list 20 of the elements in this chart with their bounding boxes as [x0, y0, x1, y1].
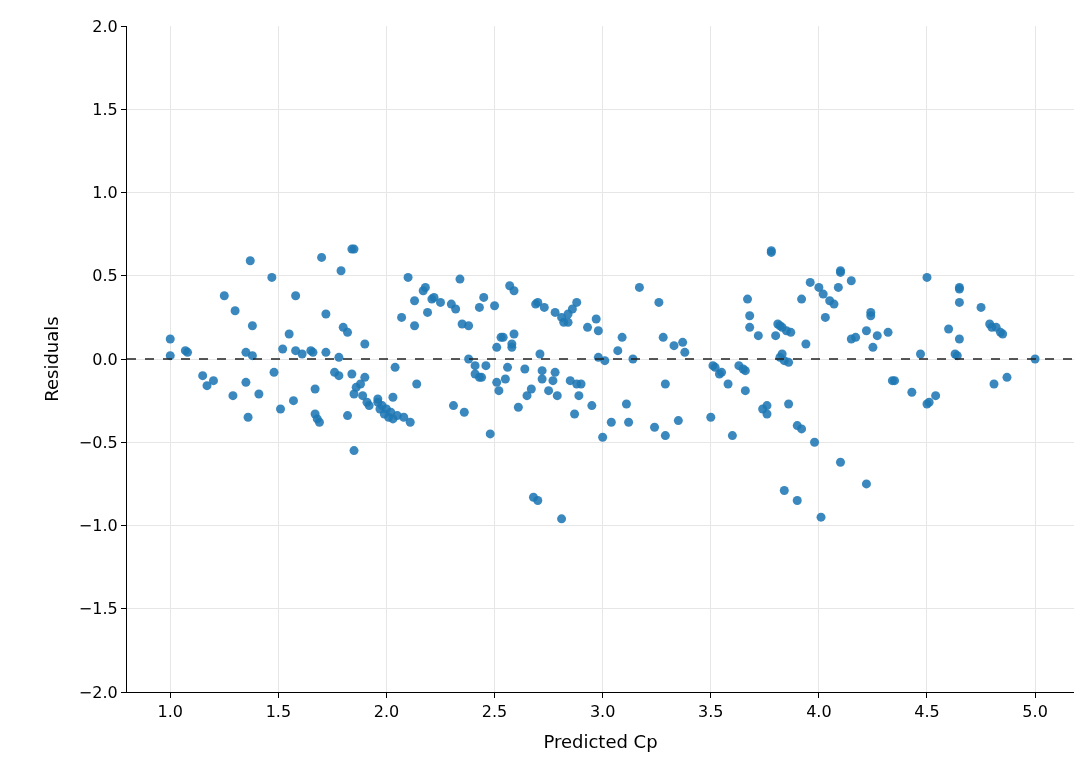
- x-tick-label: 2.5: [481, 702, 508, 722]
- x-tick-label: 2.0: [373, 702, 400, 722]
- y-tick-label: 0.0: [92, 349, 118, 369]
- x-tick-label: 4.0: [806, 702, 832, 722]
- y-tick-label: 2.0: [92, 16, 118, 36]
- y-tick-label: 1.5: [92, 99, 118, 119]
- y-tick-label: 1.0: [92, 183, 118, 203]
- x-tick-label: 4.5: [914, 702, 940, 722]
- x-axis-title: Predicted Cp: [543, 731, 658, 753]
- x-tick-label: 3.5: [698, 702, 724, 722]
- y-tick-label: −2.0: [78, 682, 118, 702]
- x-tick-label: 1.0: [157, 702, 183, 722]
- x-tick-label: 1.5: [265, 702, 292, 722]
- y-tick-label: −0.5: [78, 432, 118, 452]
- y-tick-label: −1.5: [78, 599, 118, 619]
- y-tick-label: −1.0: [78, 516, 118, 536]
- y-axis-title: Residuals: [41, 316, 63, 402]
- x-tick-label: 3.0: [589, 702, 616, 722]
- x-tick-label: 5.0: [1022, 702, 1048, 722]
- y-tick-label: 0.5: [92, 266, 118, 286]
